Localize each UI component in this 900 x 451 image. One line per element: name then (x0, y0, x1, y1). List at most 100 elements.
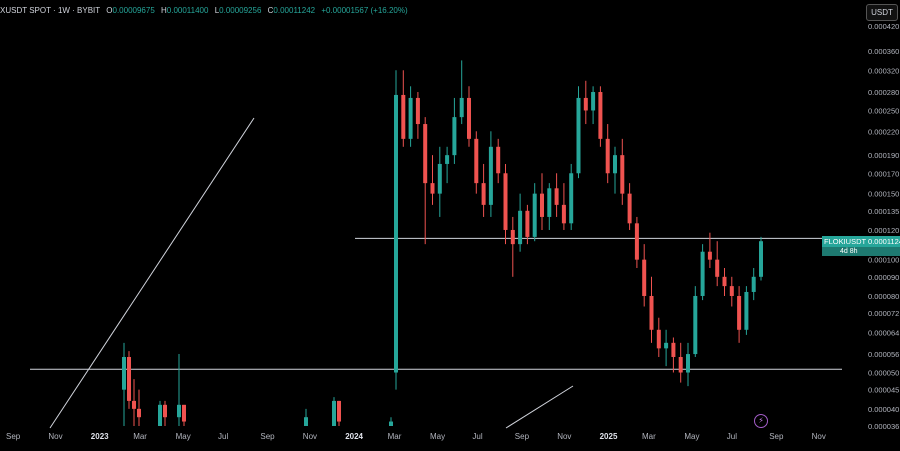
candle-down (137, 389, 141, 426)
candle-down (474, 131, 479, 194)
candle-up (532, 183, 537, 242)
candle-body (591, 92, 596, 111)
time-tick-label: Sep (515, 432, 530, 441)
candle-down (583, 80, 588, 125)
currency-button[interactable]: USDT (866, 4, 898, 21)
candle-body (332, 400, 336, 426)
open-label: O (106, 6, 113, 15)
candle-down (707, 232, 712, 269)
candle-body (561, 204, 566, 224)
time-tick-label: Mar (388, 432, 402, 441)
candle-body (503, 173, 508, 230)
low-value: 0.00009256 (219, 6, 262, 15)
price-tick-label: 0.000064 (868, 328, 899, 337)
candle-down (598, 86, 603, 147)
candle-body (474, 138, 479, 184)
trend-line (505, 385, 574, 429)
candle-up (452, 97, 457, 164)
candle-body (158, 404, 162, 426)
high-label: H (161, 6, 167, 15)
candle-body (163, 404, 167, 418)
chart-legend-header: XUSDT SPOT · 1W · BYBIT O0.00009675 H0.0… (0, 0, 860, 22)
candle-body (642, 259, 647, 296)
candle-body (127, 356, 131, 401)
price-label-symbol: FLOKIUSDT (824, 237, 866, 246)
time-tick-label: 2023 (91, 432, 109, 441)
candle-down (554, 173, 559, 217)
candle-body (389, 421, 393, 426)
close-label: C (267, 6, 274, 15)
candle-body (518, 210, 523, 245)
candle-body (751, 276, 756, 292)
candle-body (737, 295, 742, 330)
candle-body (122, 356, 126, 390)
candle-body (554, 188, 559, 205)
candle-down (627, 183, 632, 230)
time-tick-label: May (176, 432, 191, 441)
high-value: 0.00011400 (166, 6, 209, 15)
candle-down (737, 286, 742, 343)
candle-down (642, 244, 647, 307)
candle-down (656, 317, 661, 357)
price-tick-label: 0.000360 (868, 47, 899, 56)
candle-up (744, 286, 749, 335)
candle-up (332, 397, 336, 426)
candle-down (182, 404, 186, 426)
time-tick-label: 2024 (345, 432, 363, 441)
candle-up (177, 354, 181, 426)
candle-down (605, 124, 610, 184)
candle-down (671, 337, 676, 373)
time-tick-label: Jul (727, 432, 737, 441)
price-tick-label: 0.000420 (868, 22, 899, 31)
candle-up (693, 286, 698, 357)
close-value: 0.00011242 (273, 6, 316, 15)
candle-body (415, 97, 420, 125)
candle-body (627, 193, 632, 224)
candle-body (408, 97, 413, 139)
candle-body (394, 94, 398, 373)
candle-down (649, 276, 654, 343)
candle-body (467, 97, 471, 139)
candle-body (620, 155, 625, 194)
candle-body (437, 163, 442, 194)
candle-body (481, 183, 486, 205)
candle-down (525, 204, 530, 245)
candle-body (337, 400, 341, 422)
change-value: +0.00001567 (+16.20%) (321, 6, 408, 15)
price-tick-label: 0.000056 (868, 350, 899, 359)
candle-down (337, 400, 341, 426)
time-tick-label: Nov (48, 432, 62, 441)
candle-down (729, 276, 734, 307)
price-tick-label: 0.000050 (868, 369, 899, 378)
candle-down (496, 138, 501, 184)
time-tick-label: Sep (6, 432, 21, 441)
time-tick-label: Nov (557, 432, 571, 441)
time-tick-label: Nov (812, 432, 826, 441)
candle-body (182, 404, 186, 422)
candle-down (127, 351, 131, 409)
candle-up (122, 342, 126, 426)
price-tick-label: 0.000250 (868, 106, 899, 115)
price-tick-label: 0.000220 (868, 127, 899, 136)
candle-body (532, 193, 537, 237)
price-tick-label: 0.000190 (868, 151, 899, 160)
candle-body (715, 259, 720, 277)
current-price-label: FLOKIUSDT 0.0001124 (822, 236, 900, 247)
candle-body (525, 210, 530, 237)
candle-body (137, 408, 141, 418)
candle-up (576, 86, 581, 179)
candle-down (503, 163, 508, 245)
candle-body (540, 193, 544, 217)
time-tick-label: Mar (642, 432, 656, 441)
candle-body (598, 92, 603, 139)
candle-body (693, 295, 698, 355)
candle-body (583, 97, 588, 111)
candle-down (620, 138, 625, 205)
candle-up (408, 86, 413, 147)
candle-up (547, 183, 552, 230)
candle-down (561, 183, 566, 230)
candle-body (430, 183, 435, 194)
lightning-icon[interactable]: ⚡ (754, 414, 768, 428)
price-tick-label: 0.000170 (868, 169, 899, 178)
